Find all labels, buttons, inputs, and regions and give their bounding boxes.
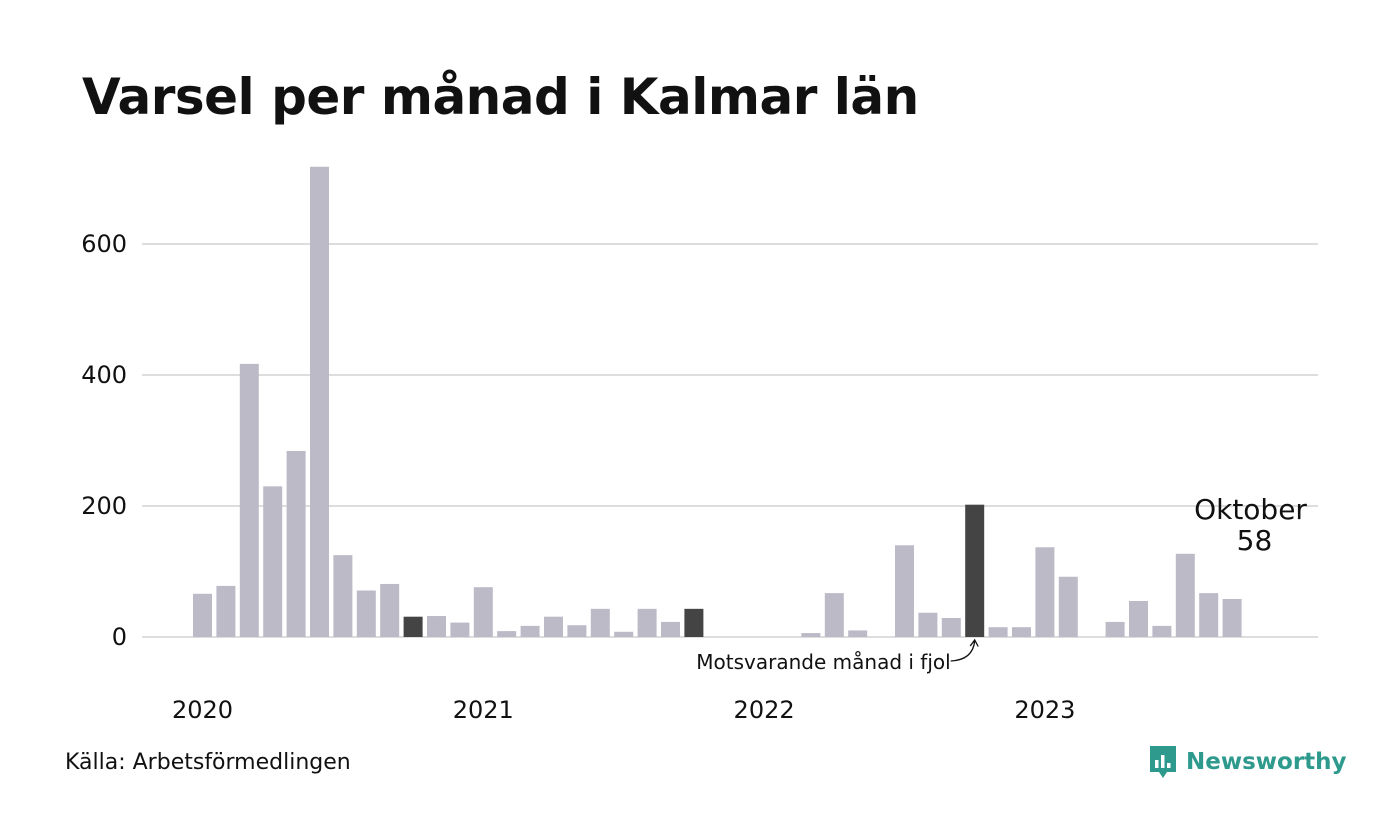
bar	[356, 590, 376, 637]
y-tick-label: 400	[81, 361, 127, 389]
bar-same-month	[684, 608, 704, 637]
bar	[895, 545, 914, 637]
bar	[310, 166, 329, 637]
brand-logo: Newsworthy	[1148, 744, 1347, 780]
bar	[988, 627, 1008, 637]
brand-name: Newsworthy	[1186, 749, 1347, 775]
bar	[520, 625, 540, 637]
bar	[333, 555, 353, 637]
bar	[193, 593, 212, 637]
x-axis-label: 2022	[734, 696, 795, 724]
bar	[1175, 553, 1195, 637]
last-year-annotation: Motsvarande månad i fjol	[696, 650, 950, 674]
bar	[216, 585, 236, 637]
bar	[286, 450, 306, 637]
y-tick-label: 600	[81, 230, 127, 258]
bar	[1105, 621, 1125, 637]
latest-value-label: 58	[1237, 524, 1273, 557]
chart-bubble-icon	[1150, 746, 1176, 778]
x-axis-label: 2021	[453, 696, 514, 724]
latest-month-label: Oktober	[1194, 493, 1307, 526]
bar	[427, 616, 446, 637]
y-tick-label: 200	[81, 492, 127, 520]
bar	[590, 608, 610, 637]
bar	[1058, 576, 1078, 637]
bar	[637, 608, 657, 637]
bar-same-month	[965, 504, 985, 637]
bars	[193, 166, 1242, 637]
bar	[824, 593, 844, 637]
annotation-arrow-icon	[950, 638, 979, 662]
bar	[380, 583, 400, 637]
bar	[450, 622, 470, 637]
bar	[848, 630, 868, 637]
bar	[661, 621, 680, 637]
annotations: Oktober 58 Motsvarande månad i fjol	[696, 493, 1307, 674]
bar	[473, 587, 493, 637]
bar	[1012, 627, 1031, 637]
x-axis-label: 2020	[172, 696, 233, 724]
bar	[1199, 593, 1219, 637]
bar	[941, 618, 961, 637]
bar	[544, 616, 563, 637]
bar	[918, 612, 938, 637]
x-axis-label: 2023	[1014, 696, 1075, 724]
bar-same-month	[403, 616, 423, 637]
bar	[497, 631, 517, 637]
bar	[1222, 599, 1242, 637]
bar	[263, 486, 283, 637]
bar	[1035, 547, 1055, 637]
y-axis-ticks: 0 200 400 600	[81, 230, 127, 651]
bar	[614, 631, 634, 637]
bar	[1129, 600, 1148, 637]
y-tick-label: 0	[112, 623, 127, 651]
bar	[239, 363, 259, 637]
chart-title: Varsel per månad i Kalmar län	[82, 68, 919, 126]
bar	[801, 633, 821, 637]
bar	[1152, 625, 1172, 637]
x-axis-labels: 2020 2021 2022 2023	[172, 696, 1075, 724]
source-note: Källa: Arbetsförmedlingen	[65, 750, 351, 775]
bar	[567, 625, 587, 637]
